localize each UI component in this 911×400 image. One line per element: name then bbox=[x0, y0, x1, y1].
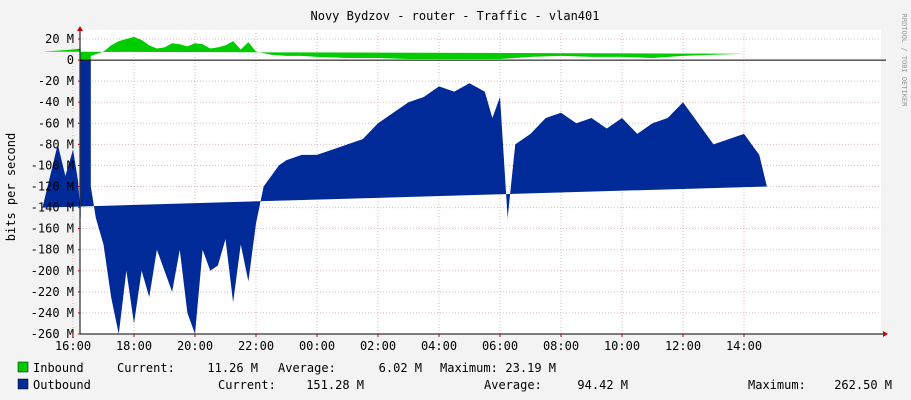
legend-current-inbound: 11.26 M bbox=[207, 361, 258, 375]
x-tick-labels: 18:00 20:00 22:00 00:00 02:00 04:00 06:00 08:00… bbox=[55, 334, 762, 353]
x-tick-label: 18:00 bbox=[116, 339, 152, 353]
y-tick-label: 20 M bbox=[45, 32, 74, 46]
y-tick-label: -260 M bbox=[31, 327, 74, 341]
legend-label-inbound: Inbound bbox=[33, 361, 84, 375]
x-tick-label: 06:00 bbox=[482, 339, 518, 353]
x-tick-label: 12:00 bbox=[665, 339, 701, 353]
legend-current-label-outbound: Current: bbox=[218, 378, 276, 392]
x-axis-arrow bbox=[883, 331, 888, 337]
y-tick-label: -100 M bbox=[31, 158, 74, 172]
series-area-outbound bbox=[42, 60, 767, 334]
y-tick-label: -80 M bbox=[38, 137, 74, 151]
watermark: RRDTOOL / TOBI OETIKER bbox=[900, 14, 908, 108]
x-tick-label: 00:00 bbox=[299, 339, 335, 353]
x-tick-label: 10:00 bbox=[604, 339, 640, 353]
legend-current-label-inbound: Current: bbox=[117, 361, 175, 375]
x-tick-label: 16:00 bbox=[55, 339, 91, 353]
y-tick-label: -140 M bbox=[31, 201, 74, 215]
legend-maximum-inbound: 23.19 M bbox=[505, 361, 556, 375]
legend-average-label-inbound: Average: bbox=[278, 361, 336, 375]
x-tick-label: 02:00 bbox=[360, 339, 396, 353]
y-tick-label: -20 M bbox=[38, 74, 74, 88]
legend-swatch-outbound bbox=[17, 378, 29, 390]
legend-swatch-inbound bbox=[17, 361, 29, 373]
y-tick-label: -40 M bbox=[38, 95, 74, 109]
y-tick-labels: 20 M 0 -20 M -40 M -60 M -80 M -100 M -120 M -14… bbox=[31, 32, 80, 341]
x-tick-label: 14:00 bbox=[726, 339, 762, 353]
legend-current-outbound: 151.28 M bbox=[306, 378, 364, 392]
y-tick-label: -120 M bbox=[31, 180, 74, 194]
y-tick-label: -220 M bbox=[31, 285, 74, 299]
y-tick-label: 0 bbox=[67, 53, 74, 67]
legend: Inbound Current: 11.26 M Average: 6.02 M… bbox=[17, 361, 892, 392]
legend-maximum-label-inbound: Maximum: bbox=[440, 361, 498, 375]
x-tick-label: 08:00 bbox=[543, 339, 579, 353]
y-tick-label: -60 M bbox=[38, 116, 74, 130]
y-tick-label: -180 M bbox=[31, 243, 74, 257]
series-area-inbound bbox=[42, 36, 744, 61]
data-areas bbox=[42, 36, 767, 334]
y-tick-label: -160 M bbox=[31, 222, 74, 236]
y-tick-label: -200 M bbox=[31, 264, 74, 278]
legend-average-label-outbound: Average: bbox=[484, 378, 542, 392]
legend-average-outbound: 94.42 M bbox=[577, 378, 628, 392]
y-axis-arrow bbox=[77, 26, 83, 31]
legend-maximum-outbound: 262.50 M bbox=[834, 378, 892, 392]
legend-maximum-label-outbound: Maximum: bbox=[748, 378, 806, 392]
legend-average-inbound: 6.02 M bbox=[379, 361, 422, 375]
x-tick-label: 22:00 bbox=[238, 339, 274, 353]
x-tick-label: 20:00 bbox=[177, 339, 213, 353]
y-tick-label: -240 M bbox=[31, 306, 74, 320]
x-tick-label: 04:00 bbox=[421, 339, 457, 353]
y-axis-label: bits per second bbox=[4, 133, 18, 241]
legend-label-outbound: Outbound bbox=[33, 378, 91, 392]
chart-title: Novy Bydzov - router - Traffic - vlan401 bbox=[311, 9, 600, 23]
